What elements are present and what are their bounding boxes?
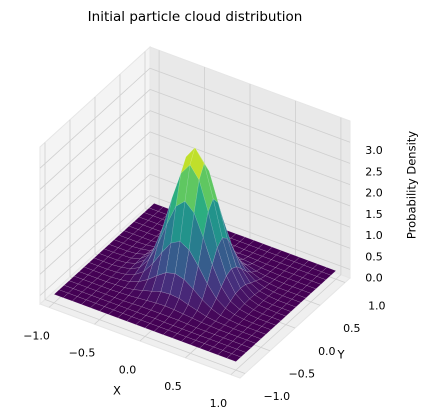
z-tick-label: 2.5 — [365, 165, 383, 178]
z-axis-label: Probability Density — [405, 131, 419, 239]
grid-line — [39, 89, 151, 190]
x-tick-label: −0.5 — [69, 347, 96, 360]
z-tick-label: 0.0 — [365, 272, 383, 285]
grid-line — [44, 299, 246, 374]
x-tick-label: 0.0 — [119, 363, 137, 376]
grid-line — [39, 152, 151, 254]
tick-labels: −1.0−0.50.00.51.0−1.0−0.50.00.51.00.00.5… — [23, 144, 385, 410]
y-tick-label: 0.0 — [318, 345, 336, 358]
y-tick-label: 0.5 — [343, 322, 361, 335]
y-tick-label: −1.0 — [263, 390, 290, 403]
grid-line — [39, 174, 151, 275]
chart-title: Initial particle cloud distribution — [88, 9, 303, 25]
grid-line — [149, 89, 351, 164]
x-axis-label: X — [113, 384, 121, 398]
z-tick-label: 2.0 — [365, 187, 383, 200]
z-tick-label: 0.5 — [365, 250, 383, 263]
grid-line — [149, 110, 351, 186]
z-tick-label: 3.0 — [365, 144, 383, 157]
x-tick-label: −1.0 — [23, 330, 50, 343]
x-tick-label: 1.0 — [210, 397, 228, 410]
y-tick-label: −0.5 — [288, 368, 315, 381]
grid-line — [39, 110, 151, 211]
grid-line — [39, 131, 151, 233]
y-axis-label: Y — [336, 348, 345, 362]
z-tick-label: 1.5 — [365, 208, 383, 221]
grid-line — [39, 67, 151, 169]
grid-line — [39, 195, 151, 296]
x-tick-label: 0.5 — [164, 380, 182, 393]
surface-patch — [271, 312, 287, 321]
grid-line — [149, 131, 351, 207]
z-tick-label: 1.0 — [365, 229, 383, 242]
y-tick-label: 1.0 — [368, 299, 386, 312]
surface — [53, 147, 337, 362]
surface-patch — [226, 353, 242, 362]
grid-line — [149, 67, 351, 143]
